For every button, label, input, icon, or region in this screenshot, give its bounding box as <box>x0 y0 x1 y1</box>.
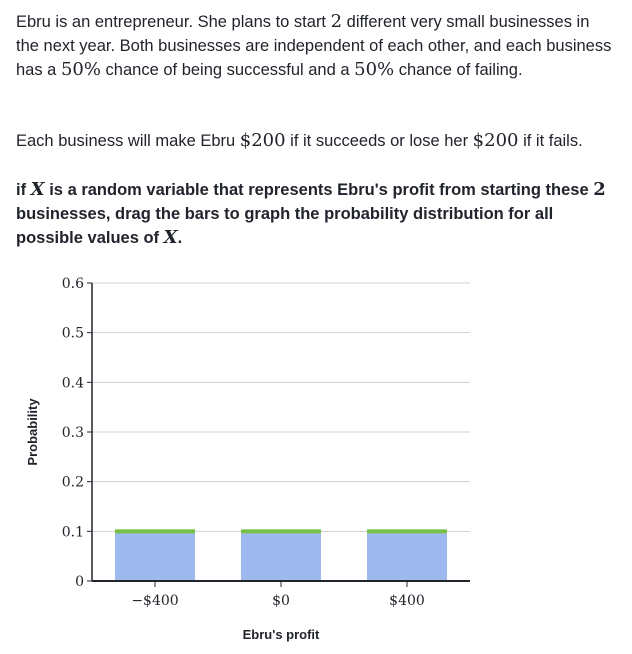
text-run: if <box>16 181 31 199</box>
bar-group[interactable] <box>241 529 321 581</box>
problem-paragraph-1: Ebru is an entrepreneur. She plans to st… <box>16 10 616 82</box>
y-tick-label: 0.5 <box>62 326 84 342</box>
bar[interactable] <box>115 531 195 581</box>
y-tick-label: 0.3 <box>62 425 84 441</box>
text-run: Each business will make Ebru <box>16 132 240 150</box>
math-run: X <box>30 179 45 200</box>
math-run: 2 <box>330 11 343 32</box>
text-run: if it fails. <box>518 132 583 150</box>
bar-group[interactable] <box>367 529 447 581</box>
y-axis-title: Probability <box>25 398 40 466</box>
bar[interactable] <box>241 531 321 581</box>
text-run: different very small businesses in the n… <box>16 13 612 79</box>
bar-drag-handle[interactable] <box>115 529 195 534</box>
bar[interactable] <box>367 531 447 581</box>
math-run: 2 <box>593 179 606 200</box>
text-run: businesses, drag the bars to graph the p… <box>16 205 554 247</box>
math-run: $200 <box>239 130 286 151</box>
probability-bar-chart[interactable]: 0 0.1 0.2 0.3 0.4 0.5 0.6 −$400 $0 $400 Probabili… <box>0 262 632 654</box>
bar-drag-handle[interactable] <box>367 529 447 534</box>
math-run: 50% <box>354 59 395 80</box>
math-run: $200 <box>472 130 519 151</box>
problem-paragraph-2: Each business will make Ebru $200 if it … <box>16 129 616 153</box>
text-run: . <box>177 229 183 247</box>
y-tick-label: 0.6 <box>62 276 84 292</box>
x-tick-label: $0 <box>272 593 290 609</box>
problem-question: if X is a random variable that represent… <box>16 178 616 250</box>
math-run: X <box>163 227 178 248</box>
y-tick-label: 0.1 <box>62 524 84 540</box>
math-run: 50% <box>60 59 101 80</box>
x-tick-label: −$400 <box>131 593 178 609</box>
y-tick-label: 0.4 <box>62 375 84 391</box>
text-run: chance of being successful and a <box>100 61 355 79</box>
bar-group[interactable] <box>115 529 195 581</box>
x-tick-label: $400 <box>389 593 425 609</box>
y-tick-label: 0 <box>75 574 84 590</box>
text-run: Ebru is an entrepreneur. She plans to st… <box>16 13 331 31</box>
text-run: if it succeeds or lose her <box>285 132 473 150</box>
x-axis-title: Ebru's profit <box>243 627 320 642</box>
y-tick-label: 0.2 <box>62 475 84 491</box>
text-run: is a random variable that represents Ebr… <box>44 181 594 199</box>
bar-drag-handle[interactable] <box>241 529 321 534</box>
text-run: chance of failing. <box>394 61 523 79</box>
